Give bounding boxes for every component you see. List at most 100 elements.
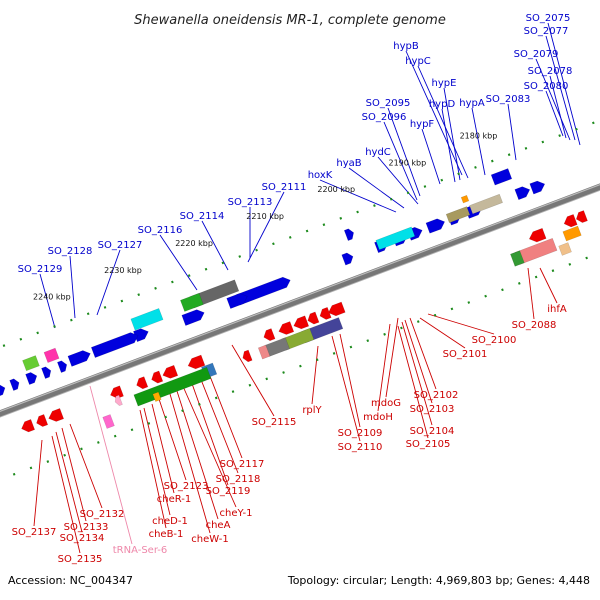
leader-line-forward	[471, 107, 486, 176]
leader-line-reverse	[151, 403, 175, 494]
leader-line-forward	[547, 22, 581, 146]
forward-gene-label: SO_2075	[526, 13, 571, 24]
leader-line-forward	[545, 35, 576, 141]
gene-block-dkgreen	[510, 250, 525, 267]
reverse-gene-label: cheR-1	[157, 494, 192, 505]
reverse-gene-0	[575, 210, 588, 223]
gene-block-green-long	[133, 366, 212, 407]
leader-line-forward	[96, 249, 121, 316]
forward-gene-0	[514, 186, 531, 201]
leader-line-forward	[247, 191, 285, 263]
map-title: Shewanella oneidensis MR-1, complete gen…	[134, 13, 446, 28]
forward-gene-label: hypA	[459, 98, 485, 109]
reverse-gene-label: SO_2117	[220, 459, 265, 470]
leader-line-reverse	[409, 317, 437, 390]
gene-block-green-small	[22, 355, 40, 372]
forward-gene-label: SO_2128	[48, 246, 93, 257]
kbp-tick-label: 2200 kbp	[317, 185, 355, 194]
gene-block-amber	[152, 391, 162, 402]
forward-gene-label: SO_2116	[138, 225, 183, 236]
reverse-gene-16	[21, 419, 36, 433]
leader-line-reverse	[331, 335, 361, 442]
reverse-gene-label: SO_2100	[472, 335, 517, 346]
forward-gene-13	[133, 328, 149, 343]
leader-line-reverse	[189, 377, 229, 486]
leader-line-reverse	[51, 435, 81, 554]
reverse-gene-14	[48, 408, 65, 422]
forward-gene-label: SO_2114	[180, 211, 225, 222]
kbp-tick-label: 2190 kbp	[388, 158, 426, 167]
reverse-gene-label: SO_2134	[60, 533, 105, 544]
leader-line-reverse	[385, 317, 399, 398]
leader-line-reverse	[157, 395, 187, 481]
gene-block-orange-small	[460, 194, 470, 204]
kbp-tick-label: 2230 kbp	[104, 266, 142, 275]
reverse-gene-label: ihfA	[547, 304, 567, 315]
leader-line-reverse	[427, 313, 495, 335]
reverse-gene-label: SO_2133	[64, 522, 109, 533]
forward-gene-label: hydC	[365, 147, 391, 158]
reverse-gene-label: SO_2110	[338, 442, 383, 453]
reverse-gene-label: mdoH	[363, 412, 393, 423]
reverse-gene-1	[563, 214, 578, 228]
genome-backbone-highlight	[0, 183, 600, 413]
reverse-gene-4	[319, 306, 332, 320]
reverse-gene-2	[528, 227, 547, 243]
forward-gene-label: hoxK	[308, 170, 333, 181]
reverse-gene-10	[162, 364, 179, 379]
reverse-gene-6	[293, 315, 310, 330]
kbp-tick-label: 2180 kbp	[460, 132, 498, 141]
gene-block-peach	[558, 242, 572, 256]
leader-line-reverse	[404, 319, 433, 404]
forward-gene-label: hypF	[410, 119, 435, 130]
forward-gene-label: SO_2127	[98, 240, 143, 251]
leader-line-forward	[549, 75, 567, 139]
leader-line-forward	[405, 50, 463, 176]
reverse-gene-8	[263, 328, 276, 342]
reverse-gene-label: SO_2132	[80, 509, 125, 520]
forward-gene-label: hyaB	[336, 158, 361, 169]
leader-line-forward	[507, 103, 517, 161]
forward-gene-label: hypC	[405, 56, 431, 67]
leader-line-forward	[443, 87, 461, 181]
leader-line-reverse	[61, 427, 87, 522]
reverse-gene-18	[242, 349, 253, 363]
trna-gene	[114, 394, 123, 406]
forward-gene-label: SO_2077	[524, 26, 569, 37]
reverse-gene-label: SO_2115	[252, 417, 297, 428]
leader-line-reverse	[397, 325, 429, 439]
leader-line-forward	[201, 220, 229, 271]
reverse-gene-label: cheB-1	[149, 529, 184, 540]
leader-line-forward	[377, 156, 419, 205]
gene-block-olive	[445, 206, 471, 224]
gene-block-green	[180, 292, 204, 312]
leader-line-rna	[89, 385, 133, 545]
kbp-tick-label: 2220 kbp	[175, 239, 213, 248]
forward-gene-label: SO_2129	[18, 264, 63, 275]
leader-line-reverse	[33, 439, 43, 527]
reverse-gene-label: SO_2119	[206, 486, 251, 497]
leader-line-reverse	[311, 345, 319, 405]
leader-line-forward	[319, 179, 397, 213]
forward-gene-15	[67, 350, 91, 367]
reverse-gene-label: SO_2104	[410, 426, 455, 437]
reverse-gene-5	[307, 311, 320, 325]
reverse-gene-label: SO_2135	[58, 554, 103, 565]
reverse-gene-label: SO_2123	[164, 481, 209, 492]
forward-gene-24	[343, 228, 354, 241]
forward-gene-label: SO_2078	[528, 66, 573, 77]
genome-backbone-line	[0, 183, 600, 417]
forward-gene-label: SO_2111	[262, 182, 307, 193]
reverse-gene-label: SO_2118	[216, 474, 261, 485]
kbp-tick-label: 2210 kbp	[246, 212, 284, 221]
leader-line-reverse	[539, 267, 558, 304]
forward-gene-label: SO_2083	[486, 94, 531, 105]
gene-block-pink-small	[102, 414, 115, 429]
leader-line-forward	[159, 234, 198, 291]
reverse-gene-11	[151, 370, 164, 384]
reverse-gene-3	[328, 301, 346, 317]
forward-gene-21	[41, 366, 52, 379]
leader-line-reverse	[231, 344, 275, 417]
forward-gene-label: hypD	[429, 99, 456, 110]
